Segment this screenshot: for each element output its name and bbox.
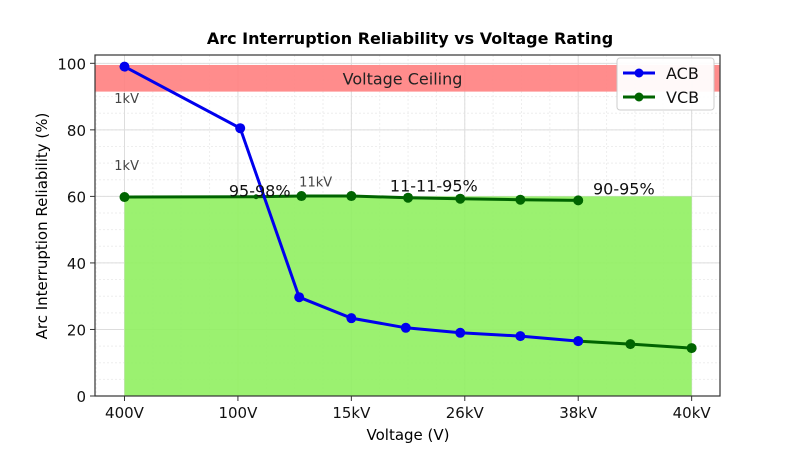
- legend: ACB VCB: [616, 57, 715, 111]
- data-point: [400, 322, 411, 333]
- data-point: [573, 195, 584, 206]
- series-line: [123, 65, 579, 343]
- y-tick-label: 0: [76, 388, 86, 406]
- data-point: [346, 313, 357, 324]
- y-tick-label: 20: [67, 321, 86, 339]
- y-axis-label: Arc Interruption Reliability (%): [33, 113, 51, 340]
- annotation: 90-95%: [593, 180, 655, 199]
- data-point: [515, 331, 526, 342]
- data-point: [573, 336, 584, 347]
- annotation: 11kV: [299, 175, 332, 190]
- legend-label: ACB: [666, 64, 699, 83]
- data-point: [296, 191, 307, 202]
- data-point: [403, 192, 414, 203]
- data-point: [686, 343, 697, 354]
- x-tick-label: 40kV: [673, 404, 712, 422]
- data-point: [294, 292, 305, 303]
- annotation: 11-11-95%: [390, 176, 478, 195]
- legend-label: VCB: [666, 88, 699, 107]
- legend-marker: [634, 92, 644, 102]
- annotation: 95-98%: [229, 181, 291, 200]
- chart-title: Arc Interruption Reliability vs Voltage …: [207, 29, 613, 48]
- x-tick-label: 100V: [218, 404, 258, 422]
- x-axis-label: Voltage (V): [367, 426, 450, 444]
- x-tick-label: 400V: [105, 404, 145, 422]
- axes-frame: [94, 54, 721, 397]
- band-label: Voltage Ceiling: [343, 69, 463, 88]
- x-tick-label: 38kV: [559, 404, 598, 422]
- annotation: 1kV: [114, 159, 139, 174]
- data-point: [455, 193, 466, 204]
- data-point: [119, 61, 130, 72]
- data-point: [515, 194, 526, 205]
- y-tick-label: 60: [67, 188, 86, 206]
- legend-marker: [634, 68, 644, 78]
- y-tick-label: 40: [67, 255, 86, 273]
- data-point: [455, 327, 466, 338]
- data-point: [119, 192, 130, 203]
- data-point: [625, 339, 636, 350]
- data-point: [253, 194, 259, 200]
- y-tick-label: 100: [57, 55, 86, 73]
- annotation: 1kV: [114, 92, 139, 107]
- band-region: [95, 64, 720, 92]
- y-tick-label: 80: [67, 122, 86, 140]
- x-tick-label: 26kV: [446, 404, 485, 422]
- band-region: [124, 196, 692, 396]
- x-tick-label: 15kV: [332, 404, 371, 422]
- data-point: [346, 191, 357, 202]
- data-point: [235, 123, 246, 134]
